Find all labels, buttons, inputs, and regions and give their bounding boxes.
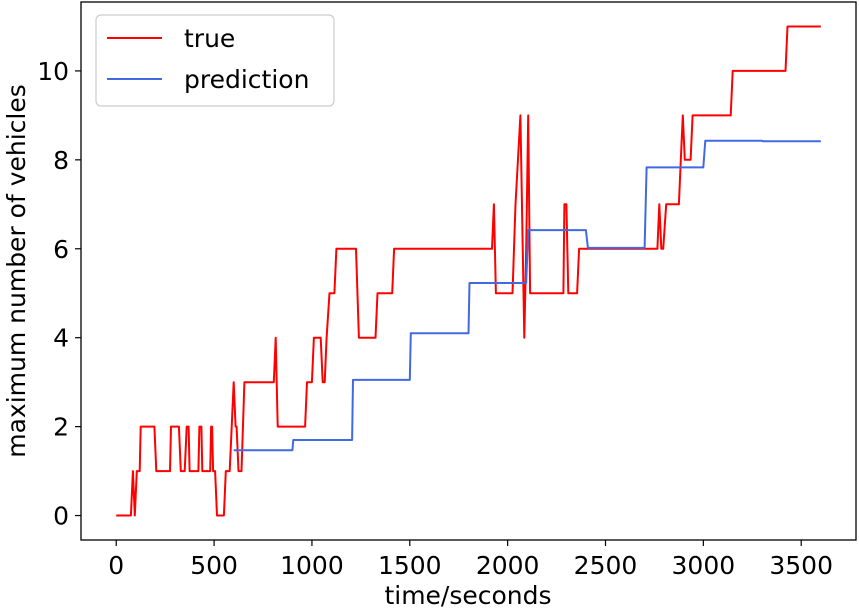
x-axis-ticks: 0 500 1000 1500 2000 2500 3000 3500 bbox=[108, 540, 833, 580]
x-tick-label: 3000 bbox=[672, 551, 736, 580]
legend-label-true: true bbox=[184, 24, 235, 53]
series-line-prediction bbox=[233, 139, 821, 452]
x-tick-label: 1500 bbox=[378, 551, 442, 580]
x-tick-label: 500 bbox=[190, 551, 238, 580]
y-axis-label: maximum number of vehicles bbox=[2, 84, 31, 458]
x-axis-label: time/seconds bbox=[384, 581, 551, 609]
y-axis-ticks: 0 2 4 6 8 10 bbox=[37, 57, 81, 531]
x-tick-label: 1000 bbox=[280, 551, 344, 580]
legend-label-prediction: prediction bbox=[184, 65, 309, 94]
x-tick-label: 2000 bbox=[476, 551, 540, 580]
plot-frame bbox=[80, 1, 857, 541]
y-tick-label: 2 bbox=[53, 413, 69, 442]
legend: true prediction bbox=[95, 14, 335, 107]
x-tick-label: 2500 bbox=[574, 551, 638, 580]
y-tick-label: 4 bbox=[53, 324, 69, 353]
y-tick-label: 6 bbox=[53, 235, 69, 264]
x-tick-label: 0 bbox=[108, 551, 124, 580]
series-line-true bbox=[116, 25, 821, 517]
y-tick-label: 10 bbox=[37, 57, 69, 86]
series-layer bbox=[116, 25, 821, 517]
y-tick-label: 0 bbox=[53, 502, 69, 531]
y-tick-label: 8 bbox=[53, 146, 69, 175]
x-tick-label: 3500 bbox=[769, 551, 833, 580]
plot-area: 0 500 1000 1500 2000 2500 3000 3500 0 2 4 6 8 10 bbox=[37, 1, 857, 580]
